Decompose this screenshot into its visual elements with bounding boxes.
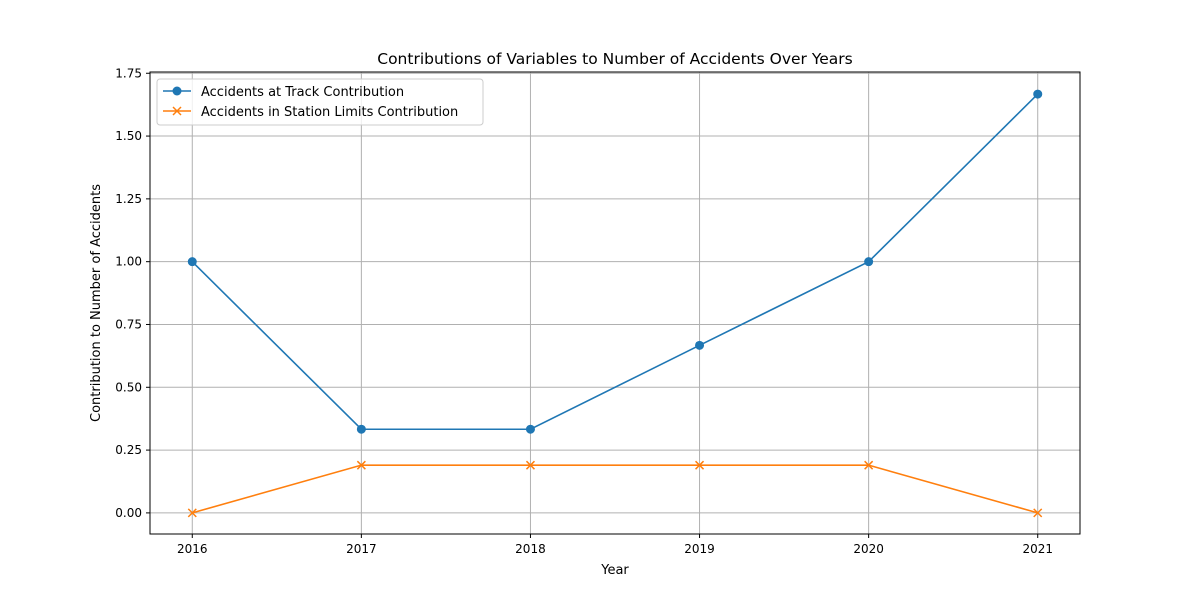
grid-lines bbox=[150, 72, 1080, 534]
data-point bbox=[695, 340, 705, 350]
legend-label: Accidents in Station Limits Contribution bbox=[201, 105, 458, 120]
legend-label: Accidents at Track Contribution bbox=[201, 85, 404, 100]
chart-title: Contributions of Variables to Number of … bbox=[377, 50, 852, 68]
y-tick-label: 0.25 bbox=[115, 443, 142, 457]
data-point bbox=[356, 424, 366, 434]
x-tick-label: 2019 bbox=[684, 542, 715, 556]
y-tick-label: 0.00 bbox=[115, 506, 142, 520]
legend-entry: Accidents at Track Contribution bbox=[163, 85, 404, 100]
data-point bbox=[864, 460, 874, 470]
data-point bbox=[695, 460, 705, 470]
y-tick-label: 0.50 bbox=[115, 380, 142, 394]
y-axis-ticks: 0.00 0.25 0.50 0.75 1.00 1.25 1.50 1.75 bbox=[115, 66, 150, 520]
x-tick-label: 2021 bbox=[1022, 542, 1053, 556]
data-point bbox=[864, 257, 874, 267]
x-tick-label: 2018 bbox=[515, 542, 546, 556]
series-1 bbox=[187, 89, 1043, 434]
y-tick-label: 1.00 bbox=[115, 255, 142, 269]
legend-entry: Accidents in Station Limits Contribution bbox=[163, 105, 458, 120]
data-point bbox=[525, 460, 535, 470]
y-axis-label: Contribution to Number of Accidents bbox=[89, 184, 104, 422]
data-point bbox=[187, 257, 197, 267]
x-tick-label: 2017 bbox=[346, 542, 377, 556]
data-point bbox=[356, 460, 366, 470]
y-tick-label: 1.75 bbox=[115, 66, 142, 80]
data-point bbox=[187, 508, 197, 518]
legend-marker bbox=[172, 106, 182, 116]
x-axis-label: Year bbox=[600, 563, 629, 578]
plot-area-frame bbox=[149, 71, 1081, 535]
x-tick-label: 2020 bbox=[853, 542, 884, 556]
series-line bbox=[191, 93, 1039, 431]
series-line bbox=[192, 464, 1038, 514]
legend: Accidents at Track Contribution Accidents… bbox=[156, 78, 484, 126]
y-tick-label: 1.50 bbox=[115, 129, 142, 143]
data-point bbox=[1033, 89, 1043, 99]
data-point bbox=[1033, 508, 1043, 518]
data-point bbox=[525, 424, 535, 434]
series-layer bbox=[187, 89, 1043, 518]
y-tick-label: 1.25 bbox=[115, 192, 142, 206]
x-axis-ticks: 2016 2017 2018 2019 2020 2021 bbox=[177, 534, 1053, 556]
series-2 bbox=[187, 460, 1043, 518]
y-tick-label: 0.75 bbox=[115, 317, 142, 331]
x-tick-label: 2016 bbox=[177, 542, 208, 556]
legend-box bbox=[156, 78, 484, 126]
legend-marker bbox=[172, 86, 182, 96]
